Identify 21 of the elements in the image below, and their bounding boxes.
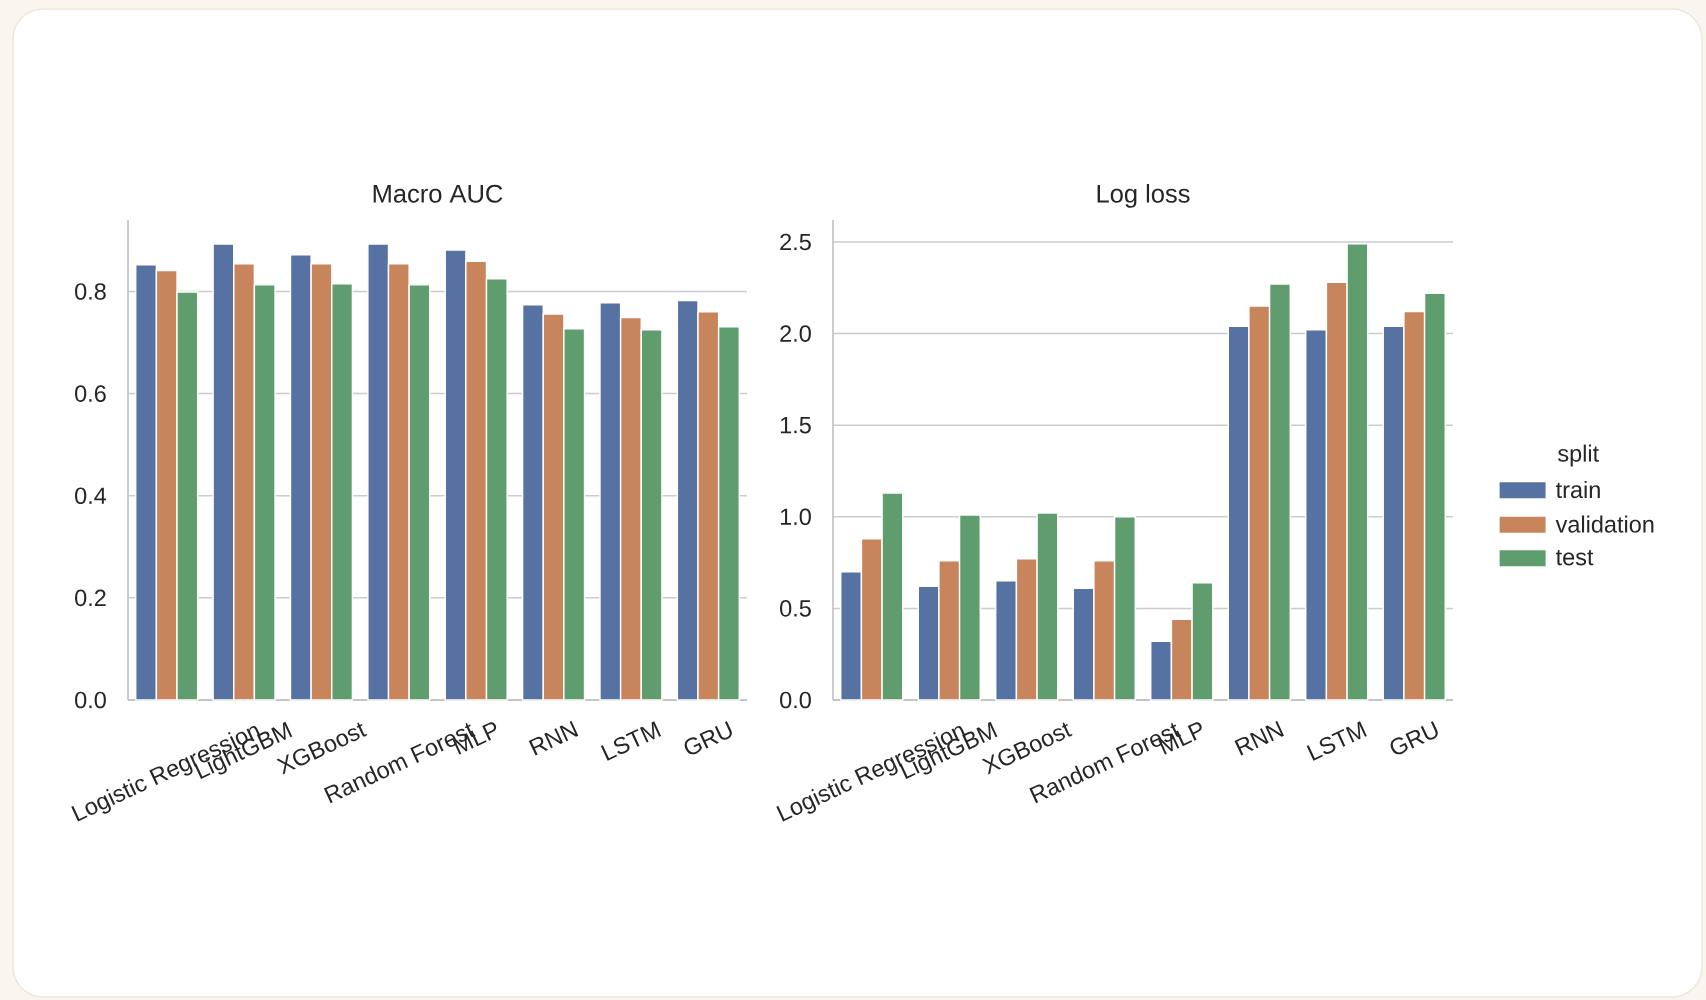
chart-title: Log loss xyxy=(1097,184,1190,208)
y-tick-label: 2.0 xyxy=(780,325,811,342)
legend-label: train xyxy=(1555,480,1600,499)
y-tick-label: 1.0 xyxy=(780,508,811,526)
x-tick-label: GRU xyxy=(1390,721,1438,755)
y-tick-label: 0.8 xyxy=(75,283,106,300)
y-tick-label: 1.5 xyxy=(780,416,811,434)
x-tick-label: GRU xyxy=(684,721,732,755)
y-tick-label: 0.0 xyxy=(75,691,106,709)
y-tick-label: 0.0 xyxy=(780,691,811,709)
legend-title: split xyxy=(1558,444,1599,467)
y-tick-label: 0.4 xyxy=(75,487,107,505)
legend-label: validation xyxy=(1555,515,1654,533)
chart-title: Macro AUC xyxy=(373,184,503,203)
x-tick-label: RNN xyxy=(528,721,579,756)
x-tick-label: RNN xyxy=(1234,721,1284,756)
legend-label: test xyxy=(1555,549,1594,566)
y-tick-label: 0.6 xyxy=(75,385,106,402)
y-tick-label: 2.5 xyxy=(780,233,811,251)
y-tick-label: 0.2 xyxy=(75,589,106,607)
y-tick-label: 0.5 xyxy=(780,600,811,617)
